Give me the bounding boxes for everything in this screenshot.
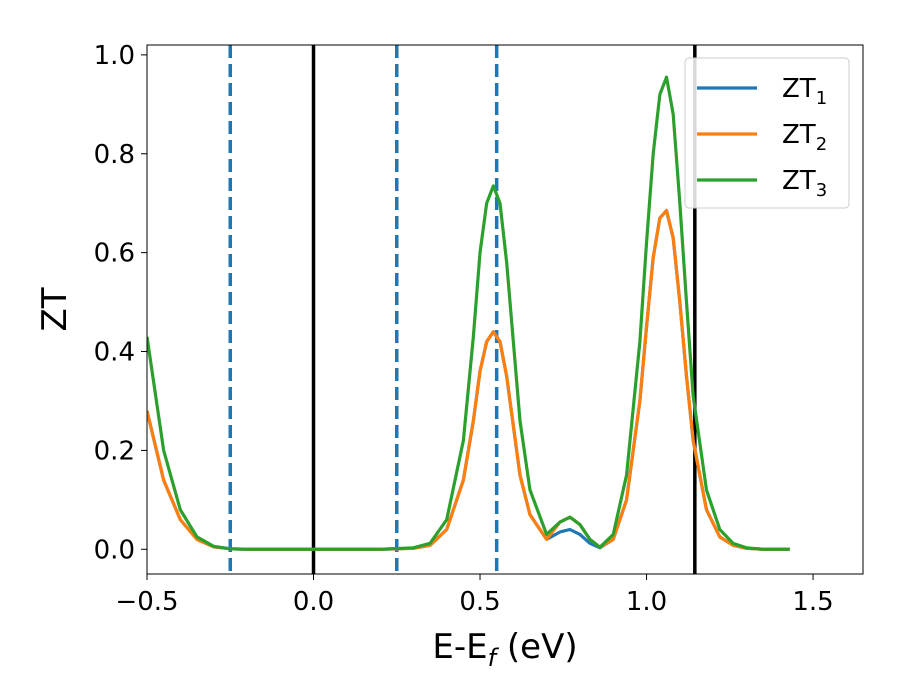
legend-label-zt2: ZT2 [782, 120, 827, 155]
legend: ZT1 ZT2 ZT3 [684, 57, 850, 209]
y-tick-label: 0.0 [94, 535, 135, 565]
y-axis-label: ZT [35, 287, 75, 331]
series-line-zt3 [147, 75, 790, 551]
x-tick-label: 0.5 [459, 587, 500, 617]
y-axis-ticks: 0.0 0.2 0.4 0.6 0.8 1.0 [94, 41, 147, 565]
x-tick-label: 1.0 [626, 587, 667, 617]
y-tick-label: 1.0 [94, 41, 135, 71]
x-axis-label: E-Ef (eV) [432, 627, 577, 672]
x-axis-ticks: −0.5 0.0 0.5 1.0 1.5 [115, 574, 834, 617]
legend-label-zt1: ZT1 [782, 74, 827, 109]
y-tick-label: 0.8 [94, 140, 135, 170]
legend-box [684, 57, 850, 209]
y-tick-label: 0.2 [94, 436, 135, 466]
x-tick-label: 1.5 [792, 587, 833, 617]
series-lines [147, 75, 790, 551]
x-tick-label: −0.5 [115, 587, 178, 617]
legend-label-zt3: ZT3 [782, 166, 827, 201]
y-tick-label: 0.6 [94, 239, 135, 269]
y-tick-label: 0.4 [94, 338, 135, 368]
reference-lines [228, 45, 697, 574]
plot-frame [146, 44, 864, 575]
x-tick-label: 0.0 [293, 587, 334, 617]
